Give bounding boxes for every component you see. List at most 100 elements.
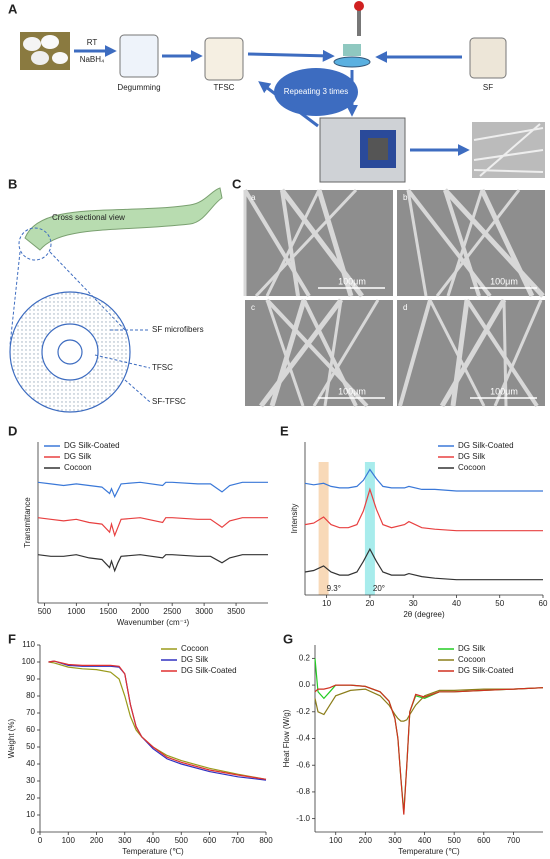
series-line — [314, 658, 544, 813]
x-tick-label: 500 — [447, 836, 461, 845]
dish — [333, 56, 371, 68]
y-tick-label: -0.8 — [296, 787, 310, 796]
x-tick-label: 10 — [322, 599, 331, 608]
y-tick-label: 20 — [26, 793, 35, 802]
loop-label: Repeating 3 times — [284, 87, 348, 96]
y-tick-label: 90 — [26, 674, 35, 683]
y-axis-label: Transmittance — [23, 497, 32, 548]
x-tick-label: 500 — [38, 607, 52, 616]
series-line — [314, 687, 544, 722]
fiber-texture — [443, 188, 545, 298]
panel-b: B Cross sectional view SF microfibers TF… — [8, 176, 223, 413]
x-tick-label: 200 — [90, 836, 104, 845]
legend-label: DG Silk-Coated — [458, 666, 514, 675]
y-tick-label: -0.4 — [296, 734, 310, 743]
callout: SF-TFSC — [152, 397, 186, 406]
scale-label: 100μm — [338, 386, 366, 396]
y-tick-label: 0 — [31, 827, 36, 836]
callout: TFSC — [152, 363, 173, 372]
legend-label: Cocoon — [458, 463, 486, 472]
x-tick-label: 600 — [477, 836, 491, 845]
highlight-band — [364, 462, 375, 595]
panel-label: B — [8, 176, 17, 191]
x-tick-label: 2000 — [131, 607, 149, 616]
fiber-texture — [502, 299, 508, 407]
panel-c: C a 100μm b 100μm c 100μm d 100μm — [232, 176, 545, 408]
panel-label: A — [8, 1, 18, 16]
chart: D 500 1000 1500 2000 2500 3000 3500 Wavenumber (… — [8, 423, 268, 627]
condition: NaBH₄ — [80, 55, 105, 64]
x-tick-label: 20 — [365, 599, 374, 608]
x-tick-label: 40 — [452, 599, 461, 608]
fiber-texture — [398, 299, 432, 407]
legend-label: DG Silk-Coated — [181, 666, 237, 675]
callout: Cross sectional view — [52, 213, 125, 222]
x-tick-label: 700 — [231, 836, 245, 845]
x-tick-label: 700 — [507, 836, 521, 845]
legend-label: DG Silk — [458, 452, 486, 461]
x-tick-label: 30 — [409, 599, 418, 608]
x-tick-label: 300 — [118, 836, 132, 845]
fiber-texture — [302, 299, 358, 407]
x-tick-label: 3500 — [227, 607, 245, 616]
x-tick-label: 400 — [146, 836, 160, 845]
arrow — [247, 49, 335, 62]
y-tick-label: 40 — [26, 759, 35, 768]
fiber-texture — [312, 299, 380, 407]
x-tick-label: 60 — [539, 599, 548, 608]
fiber-texture — [406, 189, 428, 297]
y-tick-label: -1.0 — [296, 814, 310, 823]
fiber-texture — [446, 189, 484, 297]
series-line — [304, 547, 543, 581]
zoom-circle — [18, 227, 52, 261]
legend-label: DG Silk-Coated — [64, 441, 120, 450]
panel-a: A RT NaBH₄ Degumming TFSC SF Repeating 3… — [8, 1, 545, 183]
series-line — [37, 517, 268, 538]
fiber-texture — [280, 189, 300, 297]
x-axis-label: 2θ (degree) — [403, 610, 445, 619]
x-axis-label: Temperature (℃) — [122, 847, 184, 856]
y-tick-label: 0.0 — [299, 680, 311, 689]
series-line — [48, 660, 267, 780]
x-tick-label: 400 — [418, 836, 432, 845]
x-tick-label: 3000 — [195, 607, 213, 616]
y-tick-label: 30 — [26, 776, 35, 785]
legend-label: DG Silk — [458, 644, 486, 653]
y-tick-label: 70 — [26, 708, 35, 717]
scale-label: 100μm — [490, 386, 518, 396]
panel-label: F — [8, 631, 16, 646]
y-tick-label: -0.6 — [296, 760, 310, 769]
fiber-texture — [465, 298, 539, 408]
y-axis-label: Weight (%) — [7, 718, 16, 758]
x-tick-label: 1500 — [99, 607, 117, 616]
series-line — [304, 468, 543, 492]
y-tick-label: 100 — [22, 657, 36, 666]
fiber-texture — [269, 299, 307, 407]
y-axis-label: Heat Flow (W/g) — [282, 709, 291, 767]
highlight-band — [318, 462, 329, 595]
legend-label: Cocoon — [181, 644, 209, 653]
series-line — [37, 554, 268, 573]
legend-label: DG Silk-Coated — [458, 441, 514, 450]
fiber-texture — [280, 188, 364, 298]
repeat-loop — [274, 68, 358, 116]
dropper — [357, 6, 361, 36]
series-line — [37, 481, 268, 499]
beaker — [119, 34, 159, 78]
scale-label: 100μm — [490, 276, 518, 286]
image-label: a — [251, 193, 256, 202]
x-axis-label: Temperature (℃) — [398, 847, 460, 856]
x-tick-label: 100 — [62, 836, 76, 845]
step-label: TFSC — [214, 83, 235, 92]
fiber-texture — [493, 299, 543, 407]
x-tick-label: 300 — [388, 836, 402, 845]
y-tick-label: 50 — [26, 742, 35, 751]
legend-label: DG Silk — [181, 655, 209, 664]
step-label: Degumming — [117, 83, 160, 92]
series-line — [48, 660, 267, 781]
fiber-texture — [406, 188, 492, 298]
legend-label: DG Silk — [64, 452, 92, 461]
beaker — [469, 37, 507, 79]
fiber-texture — [265, 298, 369, 408]
